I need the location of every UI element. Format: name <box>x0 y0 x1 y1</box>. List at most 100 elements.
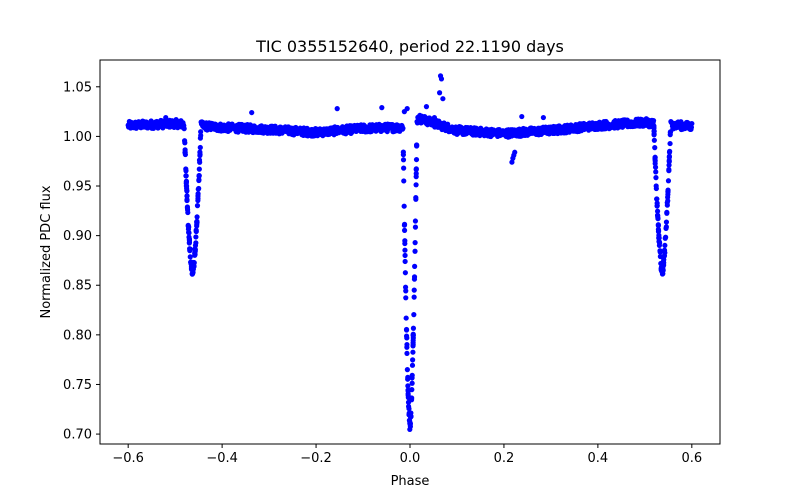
data-point <box>664 210 670 216</box>
data-point <box>652 164 659 170</box>
data-point <box>400 125 406 131</box>
data-point <box>410 335 416 341</box>
data-point <box>656 242 663 249</box>
data-point <box>657 253 663 260</box>
data-point <box>412 224 419 230</box>
data-point <box>653 183 659 189</box>
data-point <box>409 362 416 368</box>
data-point <box>409 380 415 386</box>
data-point <box>185 226 192 232</box>
data-point <box>400 152 406 158</box>
y-tick-label: 0.70 <box>63 428 92 443</box>
data-point <box>654 202 660 209</box>
data-point <box>192 247 198 253</box>
data-point <box>414 143 420 149</box>
x-tick-label: −0.6 <box>112 451 144 466</box>
data-point <box>660 258 666 265</box>
data-point <box>662 242 668 249</box>
data-point <box>408 410 414 416</box>
data-point <box>402 238 408 244</box>
data-point <box>184 188 190 194</box>
data-point <box>409 387 415 393</box>
x-tick-label: 0.6 <box>681 451 702 466</box>
data-point <box>438 76 445 82</box>
data-point <box>664 202 670 208</box>
data-point <box>404 335 410 341</box>
data-point <box>193 234 199 240</box>
data-point <box>410 357 416 363</box>
data-point <box>196 173 202 179</box>
y-axis: 0.70 0.75 0.80 0.85 0.90 0.95 1.00 1.05 <box>63 80 100 443</box>
data-point <box>403 315 409 321</box>
y-axis-label: Normalized PDC flux <box>39 185 54 318</box>
data-point <box>408 414 414 420</box>
data-point <box>412 218 419 224</box>
data-point <box>403 327 410 333</box>
data-point <box>666 162 672 168</box>
data-point <box>663 224 669 230</box>
data-point <box>653 175 659 181</box>
data-point <box>663 219 670 225</box>
data-point <box>519 113 525 120</box>
x-tick-label: 0.0 <box>400 451 421 466</box>
data-point <box>404 367 410 373</box>
data-point <box>665 198 671 204</box>
data-point <box>663 234 669 240</box>
data-point <box>410 341 416 348</box>
data-point <box>666 153 672 159</box>
data-point <box>194 214 200 220</box>
data-point <box>650 118 657 124</box>
chart-title: TIC 0355152640, period 22.1190 days <box>255 37 564 56</box>
data-point <box>401 178 407 184</box>
data-point <box>403 288 409 294</box>
data-point <box>666 149 673 155</box>
data-point <box>183 173 189 179</box>
data-point <box>182 140 188 146</box>
data-point <box>196 177 202 184</box>
data-point <box>436 90 443 96</box>
data-point <box>689 120 695 127</box>
data-point <box>187 254 193 260</box>
data-point <box>412 248 418 254</box>
data-point <box>197 149 203 155</box>
data-point <box>182 147 188 153</box>
data-point <box>401 227 408 233</box>
data-point <box>163 114 169 121</box>
data-point <box>657 249 663 255</box>
y-tick-label: 1.05 <box>63 80 92 95</box>
data-point <box>512 149 518 155</box>
y-tick-label: 0.75 <box>63 378 92 393</box>
data-point <box>410 325 417 331</box>
data-point <box>184 205 191 211</box>
data-point <box>189 271 195 277</box>
data-point <box>651 128 657 134</box>
data-point <box>184 183 190 189</box>
y-tick-label: 1.00 <box>63 130 92 145</box>
data-point <box>181 126 187 132</box>
data-point <box>405 376 411 382</box>
data-point <box>666 166 672 173</box>
data-point <box>195 195 201 202</box>
data-point <box>188 259 194 265</box>
data-point <box>404 341 410 348</box>
data-point <box>667 140 673 147</box>
data-point <box>653 169 659 175</box>
data-point <box>193 240 199 246</box>
data-point <box>183 168 189 174</box>
data-point <box>195 191 201 197</box>
y-tick-label: 0.90 <box>63 229 92 244</box>
data-point <box>405 391 411 397</box>
data-point <box>401 222 408 228</box>
data-point <box>652 154 658 160</box>
data-point <box>406 406 412 412</box>
data-point <box>193 227 199 233</box>
x-tick-label: 0.2 <box>494 451 515 466</box>
data-point <box>186 234 192 240</box>
data-point <box>651 137 657 143</box>
data-point <box>192 252 198 258</box>
data-point <box>402 258 408 265</box>
x-axis-label: Phase <box>391 474 430 489</box>
data-point <box>665 178 672 184</box>
data-point <box>403 295 409 301</box>
data-point <box>400 157 407 163</box>
